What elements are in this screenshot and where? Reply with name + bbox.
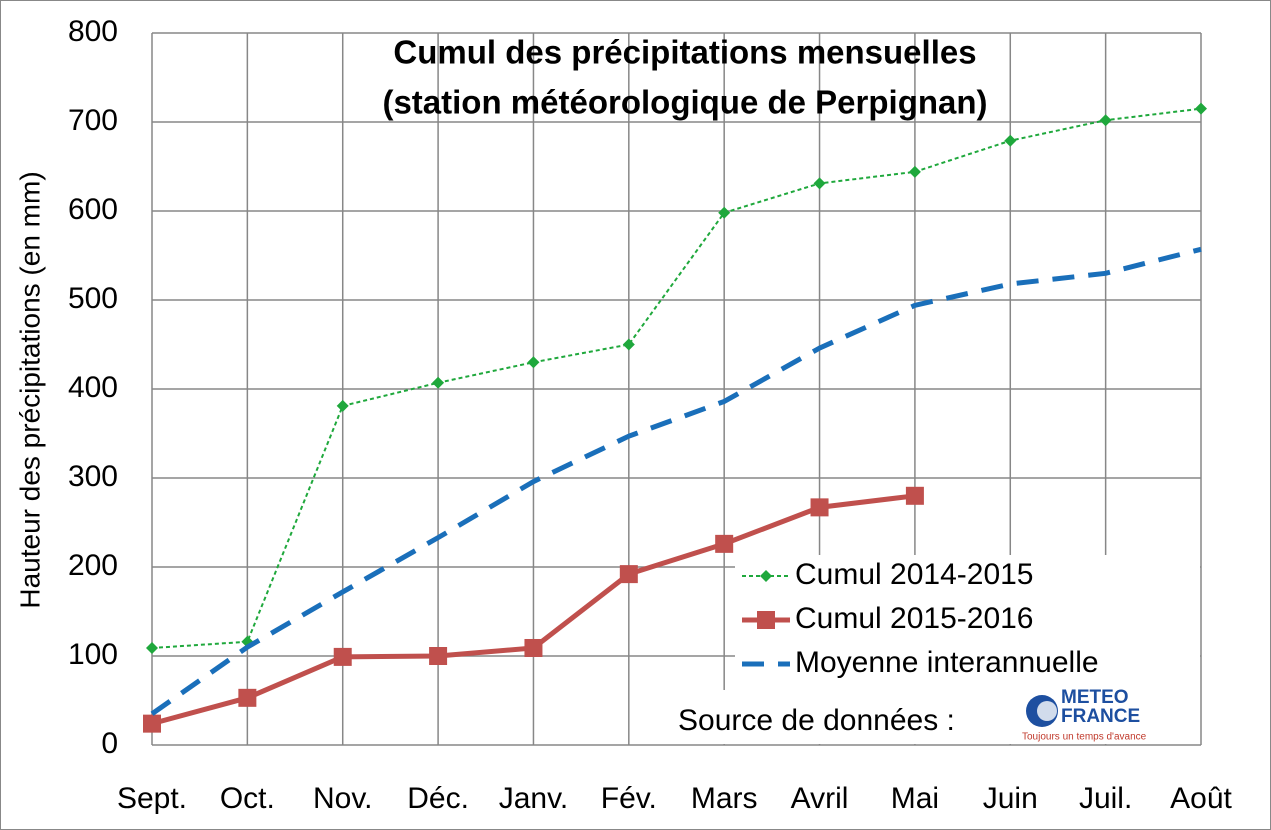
- marker: [527, 356, 540, 369]
- x-tick-label: Avril: [791, 782, 849, 815]
- x-tick-label: Août: [1170, 782, 1232, 815]
- marker: [718, 206, 731, 219]
- marker: [813, 177, 826, 190]
- lines: [143, 102, 1207, 733]
- marker: [715, 534, 734, 553]
- series-line: [151, 107, 1202, 649]
- marker: [524, 638, 543, 657]
- x-tick-label: Mars: [691, 782, 758, 815]
- x-tick-label: Sept.: [117, 782, 187, 815]
- series-line: [150, 246, 1202, 716]
- legend-label: Moyenne interannuelle: [795, 646, 1099, 679]
- marker: [429, 647, 448, 665]
- marker: [757, 611, 775, 629]
- marker: [1099, 114, 1112, 127]
- x-tick-label: Déc.: [407, 782, 469, 815]
- marker: [432, 376, 445, 389]
- marker: [333, 647, 352, 666]
- y-tick-label: 800: [68, 15, 118, 48]
- legend: Cumul 2014-2015 Cumul 2015-2016 Moyenne in…: [735, 555, 1200, 690]
- x-tick-label: Mai: [891, 782, 939, 815]
- marker: [1195, 102, 1207, 115]
- marker: [146, 641, 158, 654]
- marker: [619, 565, 638, 584]
- chart-subtitle: (station météorologique de Perpignan): [382, 84, 987, 121]
- x-tick-label: Fév.: [601, 782, 657, 815]
- x-tick-label: Oct.: [220, 782, 275, 815]
- marker: [908, 165, 921, 178]
- logo-text: FRANCE: [1061, 706, 1140, 727]
- legend-background: [735, 555, 1200, 690]
- legend-label: Cumul 2014-2015: [795, 558, 1034, 591]
- marker: [1004, 134, 1017, 147]
- x-tick-label: Nov.: [313, 782, 372, 815]
- source-background: [675, 690, 1200, 744]
- logo-globe-highlight: [1037, 701, 1057, 721]
- y-tick-label: 200: [68, 549, 118, 582]
- y-axis-label: Hauteur des précipitations (en mm): [14, 171, 45, 608]
- x-tick-label: Juin: [983, 782, 1038, 815]
- marker: [336, 399, 349, 412]
- marker: [622, 338, 635, 351]
- y-tick-label: 0: [101, 727, 118, 760]
- x-tick-label: Juil.: [1079, 782, 1132, 815]
- grid: 0 100 200 300 400 500 600 700 800 Sept. Oct. Nov. Dé…: [68, 15, 1233, 815]
- y-tick-label: 500: [68, 282, 118, 315]
- y-tick-label: 400: [68, 371, 118, 404]
- y-tick-label: 600: [68, 193, 118, 226]
- source-text: Source de données :: [678, 704, 955, 737]
- y-tick-label: 100: [68, 638, 118, 671]
- x-tick-label: Janv.: [499, 782, 568, 815]
- y-tick-label: 700: [68, 104, 118, 137]
- marker: [905, 486, 924, 505]
- legend-label: Cumul 2015-2016: [795, 602, 1034, 635]
- logo-text: METEO: [1061, 687, 1129, 708]
- logo-tagline: Toujours un temps d'avance: [1022, 732, 1147, 743]
- marker: [238, 688, 257, 707]
- marker: [810, 498, 829, 517]
- chart-title: Cumul des précipitations mensuelles: [393, 34, 976, 71]
- marker: [760, 570, 772, 582]
- y-tick-label: 300: [68, 460, 118, 493]
- marker: [143, 714, 161, 733]
